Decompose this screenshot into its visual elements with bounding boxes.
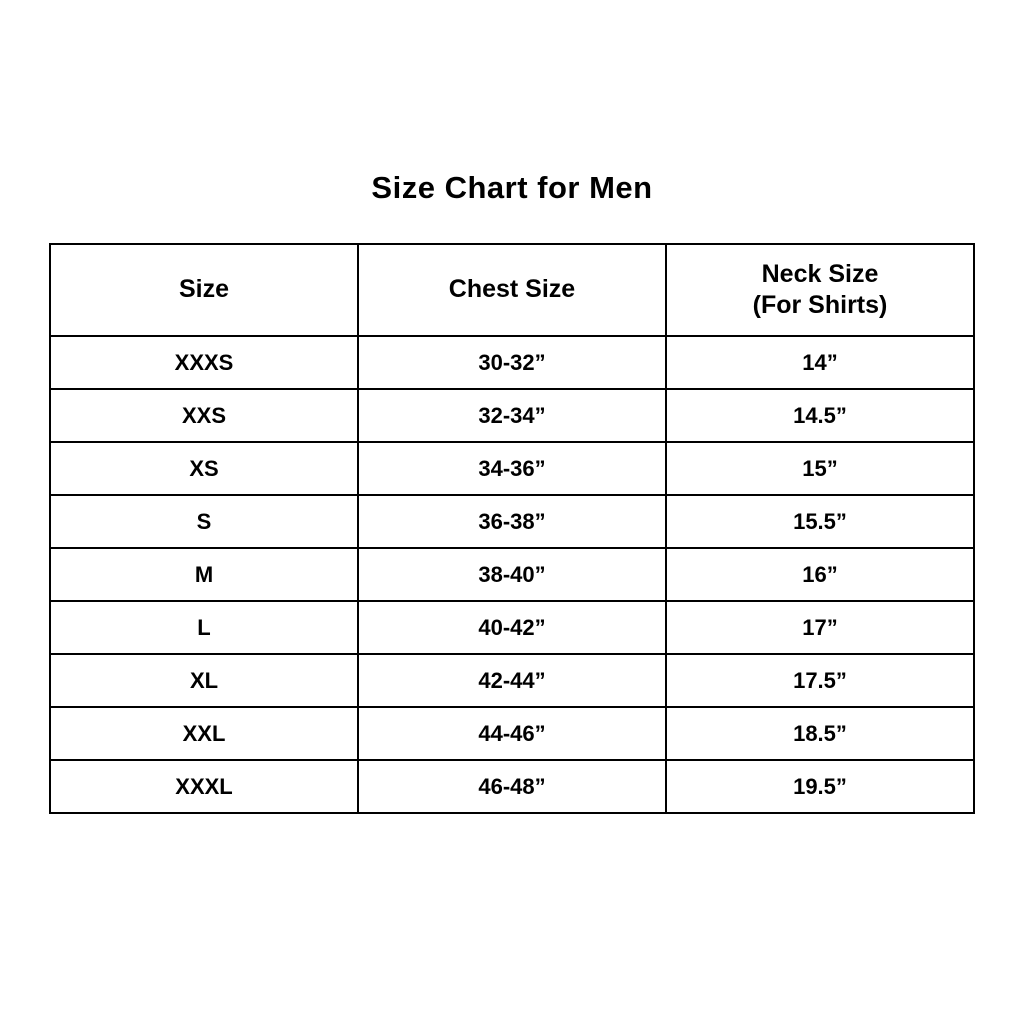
header-chest-size: Chest Size <box>357 243 667 337</box>
table-row: L 40-42” 17” <box>49 600 975 655</box>
cell-neck: 17” <box>665 600 975 655</box>
cell-chest: 34-36” <box>357 441 667 496</box>
table-row: XXL 44-46” 18.5” <box>49 706 975 761</box>
cell-chest: 42-44” <box>357 653 667 708</box>
cell-neck: 14.5” <box>665 388 975 443</box>
cell-size: M <box>49 547 359 602</box>
cell-size: XXXL <box>49 759 359 814</box>
cell-chest: 32-34” <box>357 388 667 443</box>
cell-neck: 19.5” <box>665 759 975 814</box>
cell-chest: 46-48” <box>357 759 667 814</box>
cell-neck: 16” <box>665 547 975 602</box>
size-chart-table: Size Chest Size Neck Size (For Shirts) X… <box>49 243 975 814</box>
header-size: Size <box>49 243 359 337</box>
header-row: Size Chest Size Neck Size (For Shirts) <box>49 243 975 337</box>
header-neck-size-line1: Neck Size <box>761 259 879 288</box>
cell-neck: 15” <box>665 441 975 496</box>
table-row: XXXL 46-48” 19.5” <box>49 759 975 814</box>
cell-neck: 14” <box>665 335 975 390</box>
cell-size: S <box>49 494 359 549</box>
cell-neck: 17.5” <box>665 653 975 708</box>
page-title: Size Chart for Men <box>371 170 653 205</box>
cell-size: XXL <box>49 706 359 761</box>
cell-size: L <box>49 600 359 655</box>
cell-chest: 38-40” <box>357 547 667 602</box>
table-row: XXXS 30-32” 14” <box>49 335 975 390</box>
table-row: XL 42-44” 17.5” <box>49 653 975 708</box>
cell-chest: 30-32” <box>357 335 667 390</box>
cell-size: XXS <box>49 388 359 443</box>
table-row: S 36-38” 15.5” <box>49 494 975 549</box>
table-row: XXS 32-34” 14.5” <box>49 388 975 443</box>
header-neck-size-line2: (For Shirts) <box>752 291 888 319</box>
table-row: XS 34-36” 15” <box>49 441 975 496</box>
cell-chest: 40-42” <box>357 600 667 655</box>
cell-chest: 44-46” <box>357 706 667 761</box>
cell-chest: 36-38” <box>357 494 667 549</box>
cell-size: XXXS <box>49 335 359 390</box>
table-header: Size Chest Size Neck Size (For Shirts) <box>49 243 975 337</box>
cell-neck: 18.5” <box>665 706 975 761</box>
cell-size: XS <box>49 441 359 496</box>
cell-neck: 15.5” <box>665 494 975 549</box>
table-row: M 38-40” 16” <box>49 547 975 602</box>
cell-size: XL <box>49 653 359 708</box>
table-body: XXXS 30-32” 14” XXS 32-34” 14.5” XS 34-3… <box>49 335 975 814</box>
header-neck-size: Neck Size (For Shirts) <box>665 243 975 337</box>
